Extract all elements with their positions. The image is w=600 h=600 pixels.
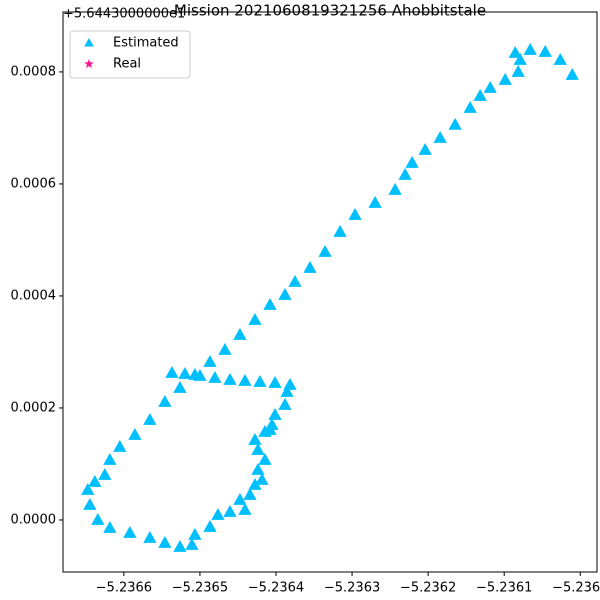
point — [158, 535, 172, 548]
point — [233, 327, 247, 340]
point — [81, 482, 95, 495]
point — [165, 365, 179, 378]
legend-label: Real — [113, 57, 141, 72]
point — [103, 520, 117, 533]
point — [283, 377, 297, 390]
point — [173, 539, 187, 552]
point — [513, 52, 527, 65]
point — [248, 432, 262, 445]
y-tick-label: 0.0004 — [11, 288, 57, 303]
x-tick-label: −5.2364 — [248, 581, 304, 596]
x-tick-label: −5.2361 — [476, 581, 532, 596]
point — [263, 297, 277, 310]
point — [483, 80, 497, 93]
point — [185, 537, 199, 550]
point — [233, 492, 247, 505]
point — [258, 452, 272, 465]
point — [565, 67, 579, 80]
point — [523, 42, 537, 55]
point — [538, 44, 552, 57]
point — [203, 519, 217, 532]
point — [553, 52, 567, 65]
point — [248, 312, 262, 325]
point — [405, 155, 419, 168]
point — [88, 474, 102, 487]
y-offset-label: +5.6443000000e1 — [63, 7, 185, 22]
point — [223, 504, 237, 517]
points — [81, 42, 579, 552]
y-tick-label: 0.0008 — [11, 64, 57, 79]
point — [158, 394, 172, 407]
point — [508, 45, 522, 58]
point — [208, 370, 222, 383]
point — [278, 397, 292, 410]
point — [188, 527, 202, 540]
point — [255, 472, 269, 485]
point — [265, 417, 279, 430]
legend-marker — [84, 59, 94, 69]
point — [123, 525, 137, 538]
x-tick-label: −5.2366 — [96, 581, 152, 596]
y-tick-label: 0.0000 — [11, 512, 57, 527]
point — [211, 507, 225, 520]
x-tick-label: −5.2365 — [172, 581, 228, 596]
point — [173, 380, 187, 393]
point — [113, 439, 127, 452]
point — [143, 530, 157, 543]
point — [318, 244, 332, 257]
point — [278, 287, 292, 300]
chart-title: Mission 2021060819321256 Ahobbitstale — [174, 2, 486, 20]
point — [268, 407, 282, 420]
point — [280, 384, 294, 397]
point — [238, 373, 252, 386]
x-tick-label: −5.2362 — [400, 581, 456, 596]
point — [288, 274, 302, 287]
point — [463, 100, 477, 113]
point — [91, 512, 105, 525]
point — [333, 224, 347, 237]
point — [98, 467, 112, 480]
legend-box — [69, 30, 191, 79]
point — [348, 207, 362, 220]
point — [243, 487, 257, 500]
y-tick-label: 0.0002 — [11, 400, 57, 415]
point — [143, 412, 157, 425]
plot-frame — [62, 11, 598, 573]
point — [238, 502, 252, 515]
point — [448, 117, 462, 130]
point — [511, 64, 525, 77]
legend-marker — [84, 38, 94, 47]
point — [473, 88, 487, 101]
legend-label: Estimated — [113, 36, 179, 51]
x-tick-label: −5.2363 — [324, 581, 380, 596]
point — [398, 167, 412, 180]
point — [203, 354, 217, 367]
point — [248, 477, 262, 490]
point — [251, 442, 265, 455]
point — [268, 375, 282, 388]
point — [128, 427, 142, 440]
point — [223, 372, 237, 385]
point — [433, 130, 447, 143]
point — [83, 497, 97, 510]
point — [498, 72, 512, 85]
point — [103, 452, 117, 465]
y-tick-label: 0.0006 — [11, 176, 57, 191]
point — [253, 374, 267, 387]
point — [388, 182, 402, 195]
point — [193, 368, 207, 381]
point — [418, 142, 432, 155]
point — [303, 260, 317, 273]
point — [251, 462, 265, 475]
point — [178, 366, 192, 379]
point — [368, 195, 382, 208]
point — [218, 342, 232, 355]
